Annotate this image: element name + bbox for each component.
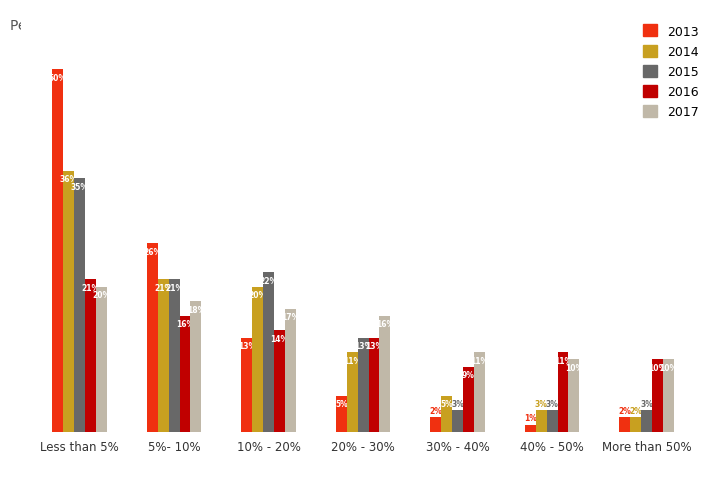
Bar [241,338,252,432]
Text: 11%: 11% [554,356,572,365]
Bar [53,70,63,432]
Text: 9%: 9% [462,371,475,379]
Bar [190,301,201,432]
Text: 36%: 36% [60,175,78,184]
Text: 17%: 17% [281,312,300,322]
Bar [568,360,580,432]
Text: 3%: 3% [640,399,653,408]
Text: 10%: 10% [565,363,583,372]
Bar [285,309,295,432]
Text: 22%: 22% [260,276,278,285]
Bar [663,360,674,432]
Bar [336,396,347,432]
Bar [630,418,642,432]
Bar [642,410,652,432]
Text: 20%: 20% [248,291,267,300]
Bar [452,410,463,432]
Bar [547,410,557,432]
Bar [85,280,96,432]
Bar [536,410,547,432]
Text: 10%: 10% [649,363,666,372]
Text: 5%: 5% [441,399,453,408]
Text: 13%: 13% [354,341,372,350]
Bar [274,331,285,432]
Bar [557,352,568,432]
Bar [652,360,663,432]
Bar [96,287,107,432]
Bar [74,179,85,432]
Bar [263,273,274,432]
Text: Percent of Total Revenue from Mobile Sales Channel Today: Percent of Total Revenue from Mobile Sal… [10,19,416,34]
Text: 2%: 2% [429,407,442,415]
Bar [431,418,441,432]
Text: 3%: 3% [535,399,548,408]
Bar [474,352,485,432]
Bar [179,316,190,432]
Text: 21%: 21% [81,284,100,292]
Text: 21%: 21% [155,284,172,292]
Bar [379,316,390,432]
Text: 20%: 20% [93,291,110,300]
Text: 18%: 18% [187,305,205,314]
Bar [463,367,474,432]
Bar [619,418,630,432]
Text: 10%: 10% [659,363,677,372]
Text: 3%: 3% [545,399,559,408]
Text: 2%: 2% [629,407,642,415]
Text: 3%: 3% [451,399,464,408]
Text: 26%: 26% [143,247,162,256]
Bar [63,171,74,432]
Text: 11%: 11% [471,356,488,365]
Text: 13%: 13% [365,341,383,350]
Bar [441,396,452,432]
Text: 5%: 5% [335,399,347,408]
Bar [158,280,169,432]
Text: 16%: 16% [376,320,394,329]
Text: 35%: 35% [70,182,88,191]
Text: 21%: 21% [165,284,183,292]
Text: 1%: 1% [524,414,537,422]
Bar [525,425,536,432]
Bar [357,338,369,432]
Text: 16%: 16% [176,320,194,329]
Bar [252,287,263,432]
Legend: 2013, 2014, 2015, 2016, 2017: 2013, 2014, 2015, 2016, 2017 [643,25,698,119]
Bar [147,244,158,432]
Text: 50%: 50% [49,73,67,83]
Bar [347,352,357,432]
Text: 13%: 13% [238,341,256,350]
Text: 2%: 2% [619,407,632,415]
Bar [369,338,379,432]
Text: 11%: 11% [343,356,361,365]
Text: 14%: 14% [271,334,288,343]
Bar [169,280,179,432]
